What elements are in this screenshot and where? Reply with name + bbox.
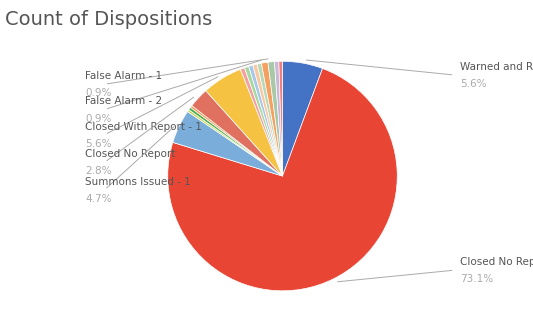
Wedge shape: [168, 68, 397, 291]
Wedge shape: [192, 91, 282, 176]
Text: 4.7%: 4.7%: [85, 194, 111, 204]
Wedge shape: [190, 106, 282, 176]
Text: False Alarm - 2: False Alarm - 2: [85, 96, 162, 107]
Text: Summons Issued - 1: Summons Issued - 1: [85, 177, 191, 187]
Text: 5.6%: 5.6%: [461, 79, 487, 89]
Text: Closed No Report: Closed No Report: [461, 257, 533, 267]
Text: Closed No Report: Closed No Report: [85, 149, 175, 159]
Wedge shape: [268, 62, 282, 176]
Wedge shape: [188, 110, 282, 176]
Wedge shape: [245, 67, 282, 176]
Wedge shape: [206, 69, 282, 176]
Wedge shape: [282, 61, 322, 176]
Wedge shape: [253, 64, 282, 176]
Text: Closed With Report - 1: Closed With Report - 1: [85, 122, 202, 132]
Text: 5.6%: 5.6%: [85, 139, 111, 149]
Wedge shape: [173, 111, 282, 176]
Text: 73.1%: 73.1%: [461, 274, 494, 284]
Wedge shape: [189, 107, 282, 176]
Text: Warned and Release...: Warned and Release...: [461, 62, 533, 72]
Text: 2.8%: 2.8%: [85, 167, 111, 176]
Text: 0.9%: 0.9%: [85, 88, 111, 98]
Wedge shape: [274, 61, 282, 176]
Wedge shape: [257, 63, 282, 176]
Wedge shape: [279, 61, 282, 176]
Text: 0.9%: 0.9%: [85, 114, 111, 124]
Wedge shape: [240, 68, 282, 176]
Wedge shape: [261, 62, 282, 176]
Text: Count of Dispositions: Count of Dispositions: [5, 10, 213, 29]
Text: False Alarm - 1: False Alarm - 1: [85, 71, 162, 81]
Wedge shape: [249, 65, 282, 176]
